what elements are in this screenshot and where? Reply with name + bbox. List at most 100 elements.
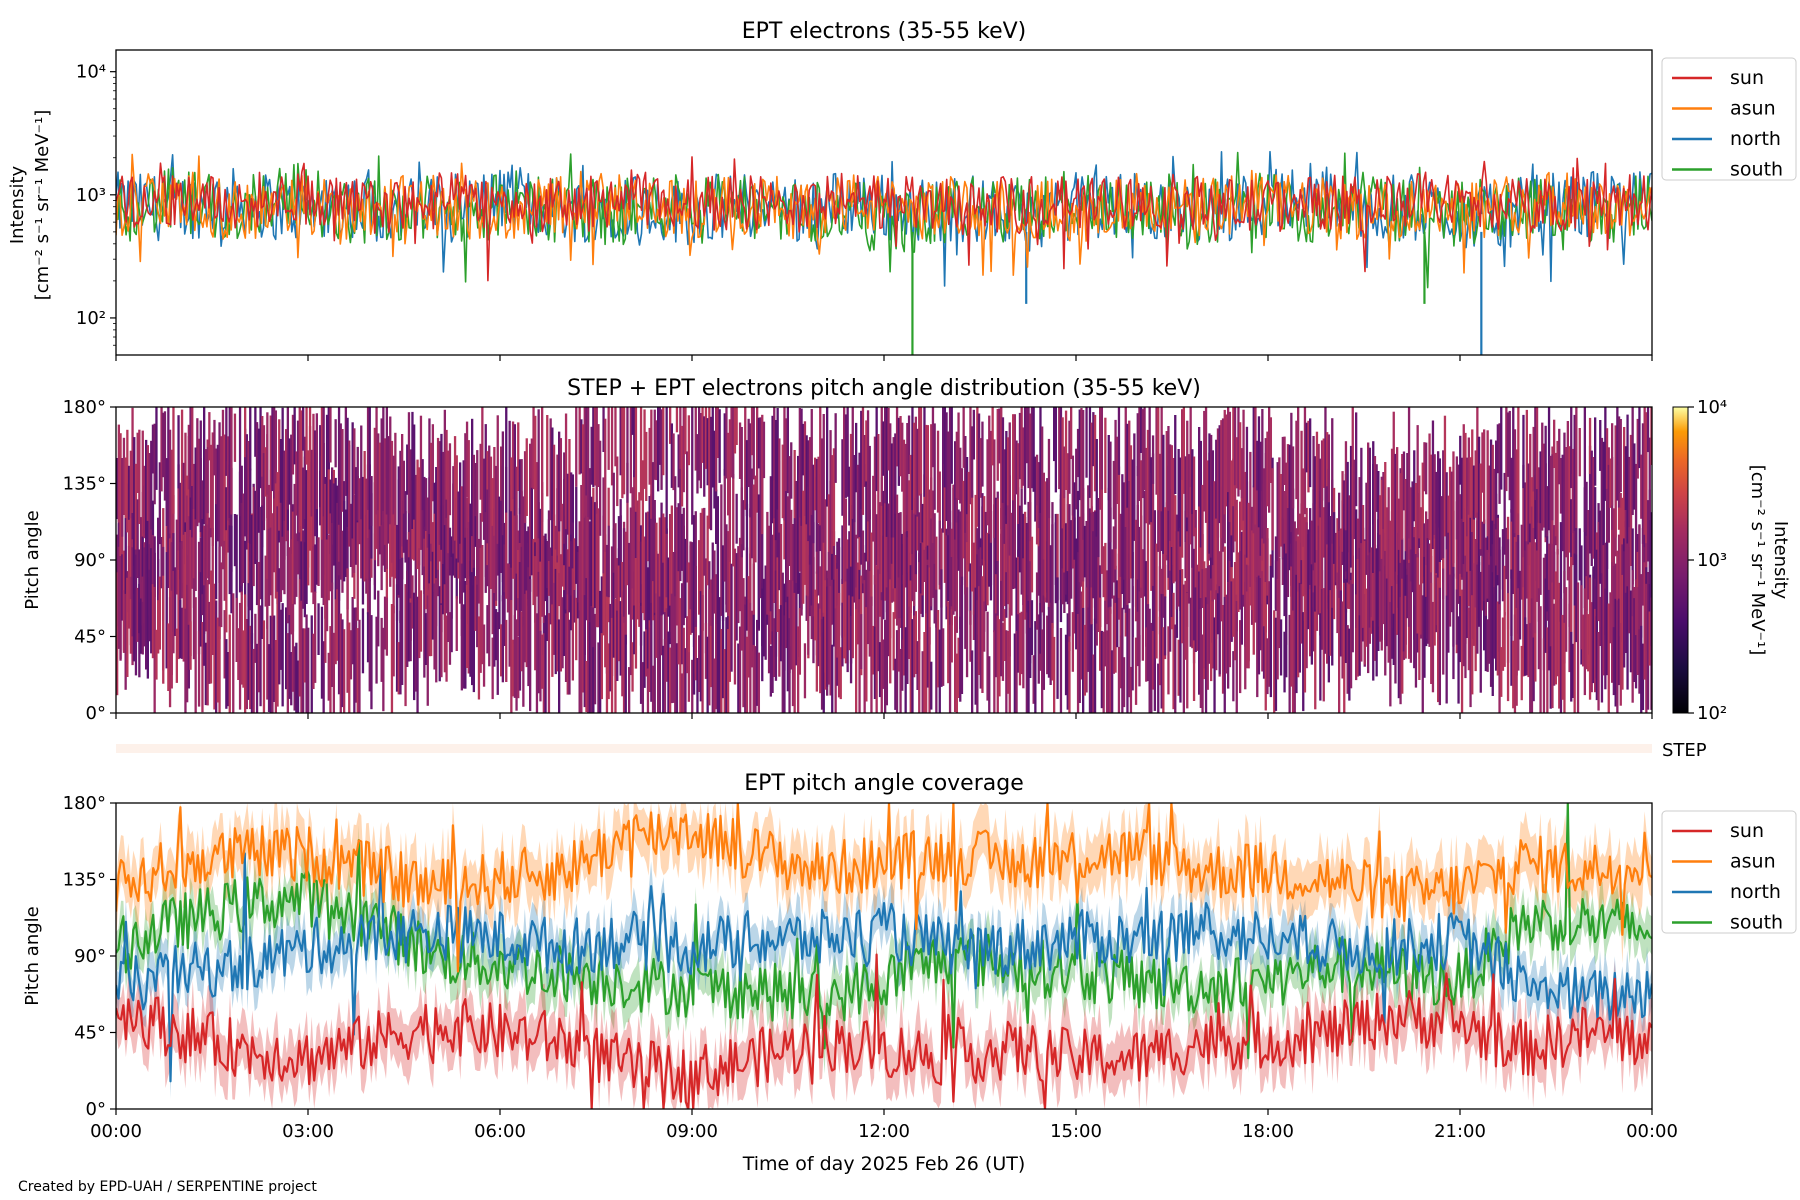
pad-cell <box>189 407 192 498</box>
pad-cell <box>1189 407 1192 488</box>
pad-cell <box>413 424 416 520</box>
pad-cell <box>1288 614 1291 713</box>
pad-cell <box>1088 508 1092 633</box>
pad-cell <box>1481 556 1484 611</box>
pad-cell <box>539 539 542 650</box>
pad-cell <box>1365 588 1368 647</box>
pad-cell <box>1314 542 1317 631</box>
pad-cell <box>300 600 303 713</box>
pad-cell <box>1418 584 1421 680</box>
pad-cell <box>568 439 571 567</box>
pad-cell <box>541 493 544 617</box>
pad-cell <box>1027 501 1030 620</box>
pad-cell <box>187 435 191 556</box>
pad-cell <box>1146 429 1150 523</box>
step-strip-bar <box>116 744 1652 753</box>
y-tick-label: 180° <box>63 397 106 418</box>
pad-cell <box>575 407 578 487</box>
pad-cell <box>1587 510 1590 600</box>
pad-cell <box>1187 508 1191 604</box>
pad-cell <box>1373 544 1377 661</box>
pad-cell <box>709 625 713 688</box>
pad-cell <box>537 409 540 539</box>
pad-cell <box>254 407 257 457</box>
pad-cell <box>1469 457 1472 518</box>
pad-cell <box>385 407 389 515</box>
pad-cell <box>1013 414 1017 495</box>
pad-cell <box>1481 432 1484 493</box>
pad-cell <box>255 424 259 560</box>
pad-heatmap <box>116 407 1652 713</box>
pad-cell <box>667 557 670 617</box>
pad-cell <box>948 510 952 634</box>
pad-cell <box>1537 522 1541 622</box>
pad-cell <box>353 607 356 713</box>
intensity-line-sun <box>116 156 1652 282</box>
pad-cell <box>715 574 718 710</box>
pad-cell <box>882 421 885 476</box>
pad-cell <box>216 444 220 542</box>
pad-cell <box>472 454 476 560</box>
pad-cell <box>443 409 447 526</box>
pad-cell <box>481 545 484 665</box>
pad-cell <box>610 407 614 486</box>
pad-cell <box>742 578 745 708</box>
pad-cell <box>488 445 491 565</box>
pad-cell <box>1001 622 1005 681</box>
pad-cell <box>1199 609 1203 708</box>
pad-cell <box>1636 418 1639 479</box>
pad-cell <box>1158 500 1162 612</box>
pad-cell <box>1181 409 1184 480</box>
pad-cell <box>134 554 138 676</box>
pad-cell <box>1247 502 1250 566</box>
pad-cell <box>1000 407 1003 530</box>
pad-cell <box>281 489 284 591</box>
pad-cell <box>419 415 423 550</box>
pad-cell <box>1495 565 1498 671</box>
pad-cell <box>667 631 670 713</box>
pad-cell <box>1254 407 1257 525</box>
pad-cell <box>698 635 701 692</box>
pad-cell <box>1146 604 1150 681</box>
pad-cell <box>515 466 518 574</box>
pad-cell <box>1638 524 1641 645</box>
pad-cell <box>1020 488 1023 595</box>
pad-cell <box>1488 465 1491 538</box>
pad-cell <box>600 633 604 700</box>
pad-cell <box>856 464 860 539</box>
pad-cell <box>500 446 503 501</box>
pad-cell <box>1181 469 1184 558</box>
pad-cell <box>209 444 213 529</box>
pad-cell <box>1216 584 1220 635</box>
pad-cell <box>1575 407 1578 528</box>
pad-cell <box>1650 407 1652 465</box>
pad-cell <box>860 614 863 669</box>
pad-cell <box>925 526 928 660</box>
pad-cell <box>723 413 726 476</box>
pad-cell <box>302 407 305 451</box>
pad-cell <box>1128 471 1131 602</box>
pad-cell <box>302 530 305 609</box>
pad-cell <box>1442 450 1445 559</box>
pad-cell <box>300 410 303 542</box>
pad-cell <box>779 524 783 613</box>
pad-cell <box>493 508 496 644</box>
pad-cell <box>1001 530 1005 622</box>
pad-cell <box>610 617 614 713</box>
pad-cell <box>1624 592 1628 653</box>
pad-cell <box>307 450 310 586</box>
pad-cell <box>1262 468 1266 544</box>
pad-cell <box>494 465 498 601</box>
pad-cell <box>1029 532 1032 664</box>
pad-cell <box>638 492 641 627</box>
pad-cell <box>805 435 808 525</box>
pad-cell <box>1037 614 1040 684</box>
pad-cell <box>764 565 767 660</box>
pad-cell <box>192 509 196 608</box>
pad-cell <box>472 567 476 693</box>
pad-cell <box>1143 407 1146 490</box>
pad-cell <box>1249 451 1252 587</box>
y-tick-label: 90° <box>74 946 106 967</box>
pad-cell <box>184 608 187 713</box>
